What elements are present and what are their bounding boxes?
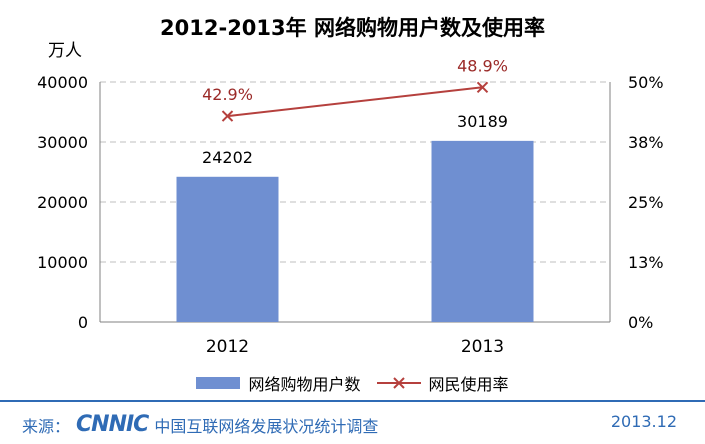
legend-line-swatch bbox=[376, 377, 421, 389]
rate-point-marker bbox=[221, 110, 234, 122]
legend-label-users: 网络购物用户数 bbox=[248, 375, 361, 394]
bar-value-label: 30189 bbox=[457, 112, 508, 131]
y2-tick-label: 50% bbox=[628, 73, 664, 92]
bar bbox=[431, 140, 534, 322]
rate-line bbox=[227, 86, 483, 118]
survey-name: 中国互联网络发展状况统计调查 bbox=[154, 416, 379, 436]
y-axis-unit: 万人 bbox=[48, 41, 82, 61]
chart-title: 2012-2013年 网络购物用户数及使用率 bbox=[160, 16, 545, 40]
y-tick-label: 20000 bbox=[37, 193, 88, 212]
x-tick-label: 2013 bbox=[461, 337, 504, 357]
bar-value-label: 24202 bbox=[202, 148, 253, 167]
source-line: 来源： CNNIC 中国互联网络发展状况统计调查 bbox=[22, 412, 378, 437]
rate-point-marker bbox=[476, 81, 489, 93]
legend-bar-swatch bbox=[196, 377, 241, 389]
bar bbox=[176, 176, 279, 322]
rate-point-label: 42.9% bbox=[202, 85, 253, 104]
y-tick-label: 10000 bbox=[37, 253, 88, 272]
cnnic-logo: CNNIC bbox=[76, 412, 149, 437]
y2-tick-label: 38% bbox=[628, 133, 664, 152]
source-label: 来源： bbox=[22, 416, 71, 436]
report-date: 2013.12 bbox=[610, 412, 677, 431]
legend-label-rate: 网民使用率 bbox=[428, 375, 509, 394]
footer: 来源： CNNIC 中国互联网络发展状况统计调查 2013.12 bbox=[0, 400, 705, 444]
y2-tick-label: 25% bbox=[628, 193, 664, 212]
y2-tick-label: 0% bbox=[628, 313, 653, 332]
y-tick-label: 0 bbox=[78, 313, 88, 332]
legend: 网络购物用户数 网民使用率 bbox=[0, 368, 705, 398]
rate-point-label: 48.9% bbox=[457, 56, 508, 75]
y-tick-label: 40000 bbox=[37, 73, 88, 92]
legend-item-users: 网络购物用户数 bbox=[196, 371, 361, 395]
chart-plot: 0 0% 10000 13% 20000 25% 30000 38% 40000 50% 24202… bbox=[37, 56, 664, 357]
x-tick-label: 2012 bbox=[206, 337, 249, 357]
y-tick-label: 30000 bbox=[37, 133, 88, 152]
y2-tick-label: 13% bbox=[628, 253, 664, 272]
legend-item-rate: 网民使用率 bbox=[376, 371, 509, 395]
